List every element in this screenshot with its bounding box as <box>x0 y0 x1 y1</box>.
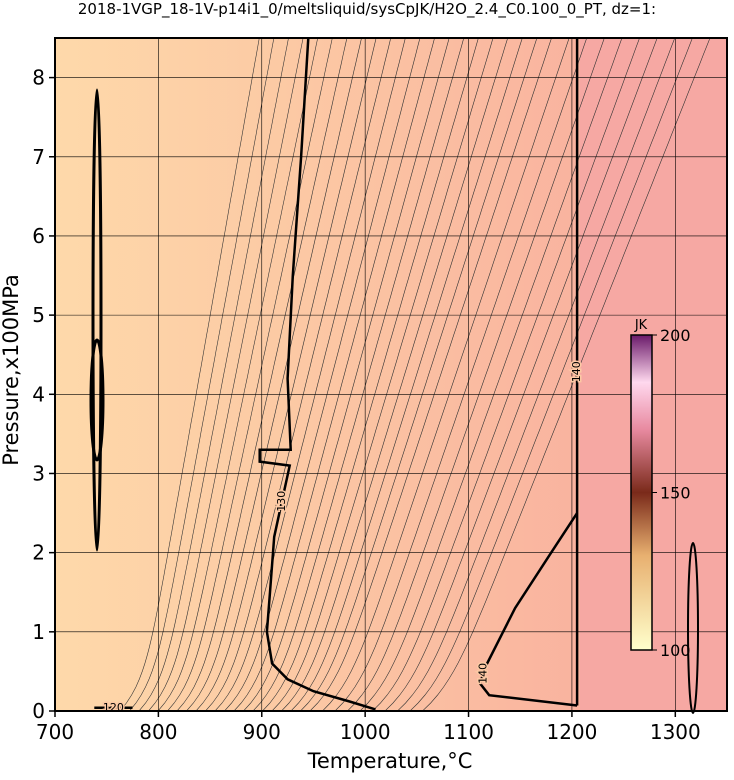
x-tick-label: 700 <box>36 720 74 744</box>
background <box>55 38 581 711</box>
thin-contour <box>334 38 587 711</box>
y-tick-label: 3 <box>32 461 45 485</box>
thin-contour <box>271 38 493 711</box>
thin-contour <box>347 38 605 711</box>
chart-title: 2018-1VGP_18-1V-p14i1_0/meltsliquid/sysC… <box>78 0 656 19</box>
x-tick-label: 900 <box>243 720 281 744</box>
y-axis-label: Pressure,x100MPa <box>0 274 23 466</box>
thin-contour <box>384 38 658 711</box>
y-tick-label: 5 <box>32 303 45 327</box>
thin-contour <box>205 38 391 711</box>
thin-contour <box>157 38 318 711</box>
contour-label: 140 <box>570 361 583 382</box>
colorbar-scale <box>630 334 653 651</box>
x-tick-label: 1300 <box>650 720 701 744</box>
thin-contour <box>281 38 508 711</box>
thin-contour <box>359 38 622 711</box>
colorbar-label: JK <box>634 318 648 333</box>
thin-contour <box>138 38 289 711</box>
contour-label: 130 <box>275 491 288 512</box>
thin-contours <box>119 38 710 711</box>
colorbar-tick-label: 150 <box>660 484 691 503</box>
thin-contour <box>186 38 362 711</box>
thin-contour <box>243 38 450 711</box>
x-tick-label: 1100 <box>443 720 494 744</box>
thin-contour <box>119 38 260 711</box>
colorbar: JK 100 150 200 <box>630 318 691 660</box>
x-tick-label: 1200 <box>546 720 597 744</box>
y-tick-label: 0 <box>32 699 45 723</box>
y-tick-label: 2 <box>32 541 45 565</box>
y-tick-label: 8 <box>32 66 45 90</box>
thin-contour <box>372 38 640 711</box>
x-axis-label: Temperature,°C <box>307 749 473 773</box>
thin-contour <box>167 38 333 711</box>
contours: 130 140 140 120 <box>94 38 585 714</box>
contour-line <box>478 512 579 707</box>
thin-contour <box>397 38 675 711</box>
contour-line <box>258 38 376 711</box>
x-tick-label: 800 <box>139 720 177 744</box>
colorbar-tick-label: 100 <box>660 641 691 660</box>
thin-contour <box>233 38 435 711</box>
blob <box>89 338 105 462</box>
contour-label: 140 <box>477 663 490 684</box>
thin-contour <box>300 38 537 711</box>
blob <box>91 88 103 552</box>
thin-contour <box>409 38 693 711</box>
blob <box>687 542 699 714</box>
background <box>580 38 727 711</box>
thin-contour <box>322 38 570 711</box>
thin-contour <box>309 38 552 711</box>
thin-contour <box>195 38 377 711</box>
colorbar-tick-label: 200 <box>660 326 691 345</box>
frame <box>54 37 728 712</box>
y-tick-label: 1 <box>32 620 45 644</box>
x-tick-label: 1000 <box>340 720 391 744</box>
thin-contour <box>290 38 523 711</box>
thin-contour <box>262 38 479 711</box>
grid: 700 800 900 1000 1100 1200 1300 0 1 2 3 4 5 6 7 8 <box>32 38 727 744</box>
thin-contour <box>129 38 274 711</box>
thin-contour <box>176 38 347 711</box>
thin-contour <box>224 38 420 711</box>
y-tick-label: 7 <box>32 145 45 169</box>
contour-label: 120 <box>103 701 124 714</box>
y-tick-label: 4 <box>32 382 45 406</box>
thin-contour <box>214 38 406 711</box>
thin-contour <box>148 38 304 711</box>
y-tick-label: 6 <box>32 224 45 248</box>
thin-contour <box>252 38 464 711</box>
